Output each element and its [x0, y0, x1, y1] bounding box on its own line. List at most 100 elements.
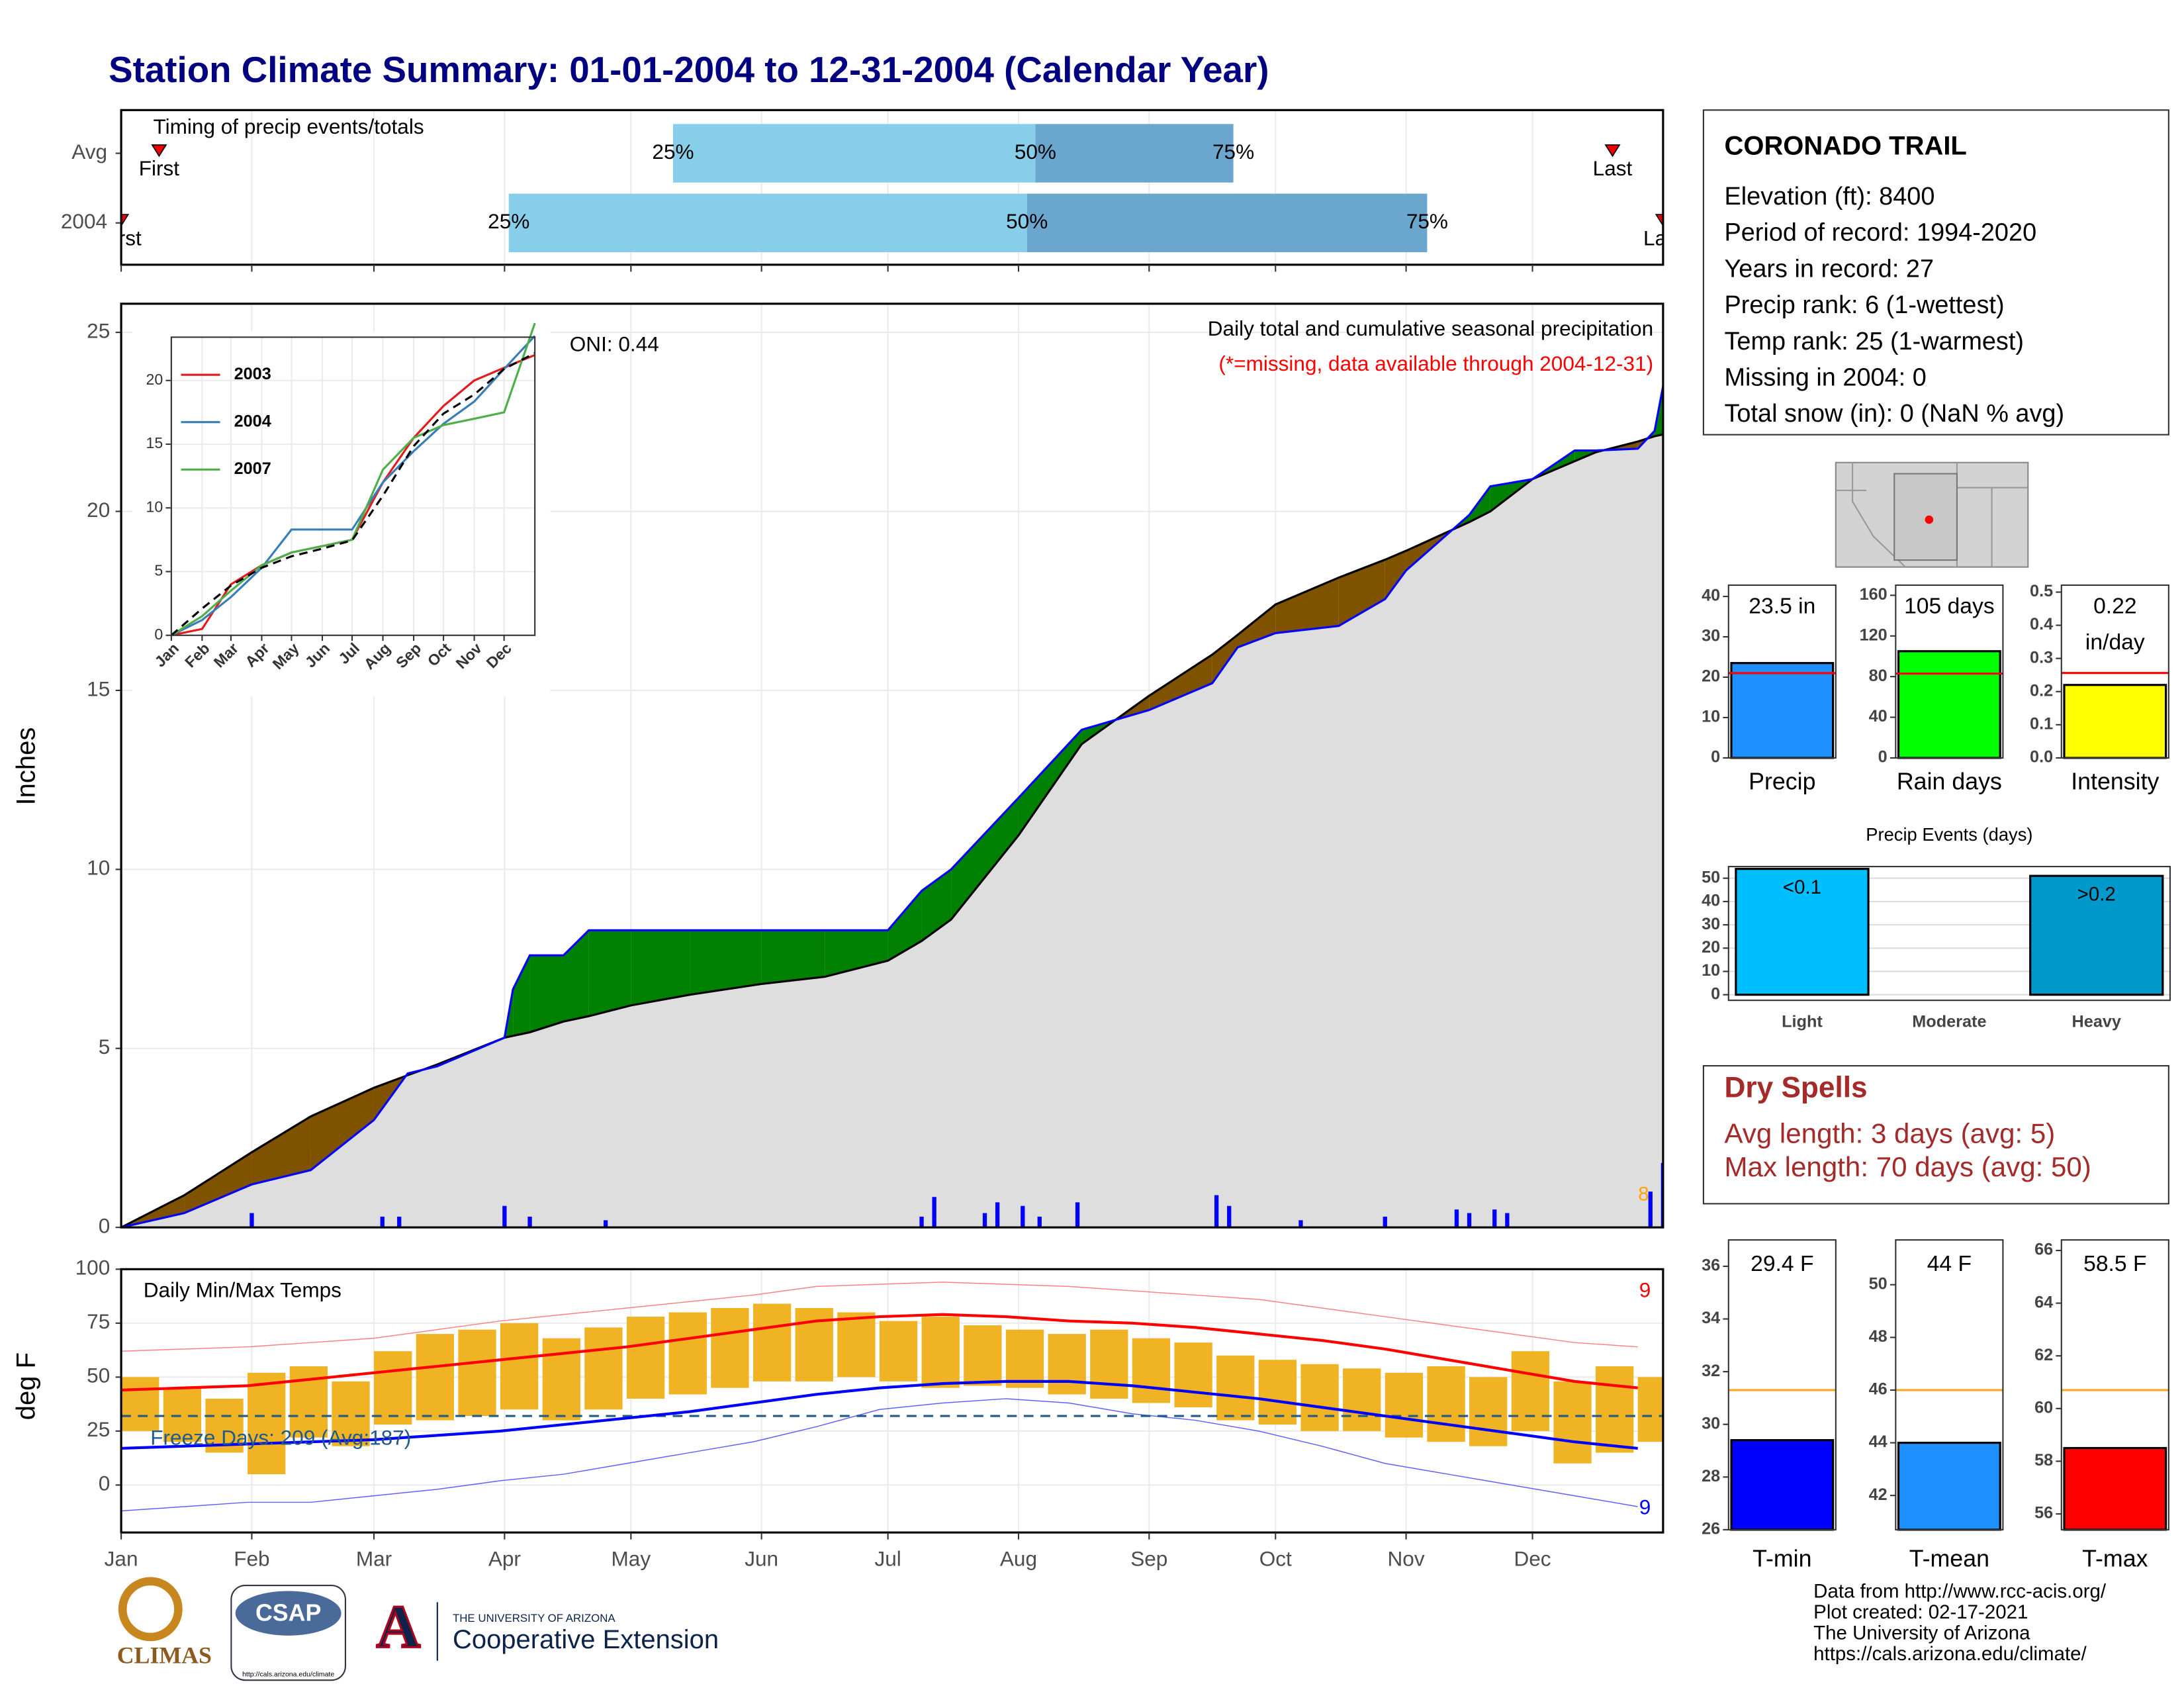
- dry-frame: [1702, 1064, 2169, 1205]
- temp-plot: Daily Min/Max Temps Freeze Days: 209 (Avg…: [121, 1278, 1663, 1519]
- y-tick-label: 160: [1860, 585, 1888, 604]
- quantile-label: 25%: [652, 140, 694, 164]
- normal-line: [121, 433, 1663, 1228]
- daily-bar: [1454, 1209, 1459, 1228]
- station-dot: [1925, 515, 1934, 524]
- record-high-count: 9: [1639, 1278, 1651, 1301]
- end-label: Last: [1643, 226, 1683, 250]
- category-label: Precip: [1749, 768, 1815, 794]
- value-label: 23.5 in: [1749, 594, 1815, 619]
- climas-logo: CLIMAS: [117, 1642, 212, 1669]
- dry-spells-box: Dry Spells: [1702, 1064, 2169, 1205]
- y-tick-label: 40: [1702, 586, 1720, 605]
- y-tick-label: 46: [1869, 1380, 1888, 1399]
- page-title: Station Climate Summary: 01-01-2004 to 1…: [109, 49, 1269, 90]
- daily-bar: [919, 1216, 924, 1228]
- daily-bar: [932, 1197, 936, 1228]
- daily-bar: [982, 1213, 987, 1228]
- temp-range-bar: [1511, 1351, 1550, 1431]
- temp-range-bar: [1553, 1381, 1592, 1464]
- quantile-bar: [672, 124, 1036, 183]
- y-tick-label: 50: [1869, 1274, 1888, 1293]
- y-tick-label: 20: [146, 371, 163, 388]
- panel-title: Timing of precip events/totals: [154, 115, 424, 138]
- x-tick-label: Jun: [745, 1547, 778, 1571]
- station-line: Missing in 2004: 0: [1724, 363, 1926, 391]
- y-axis-label: deg F: [12, 1352, 41, 1420]
- footer-line: https://cals.arizona.edu/climate/: [1813, 1643, 2087, 1665]
- dry-title: Dry Spells: [1724, 1072, 1867, 1104]
- temp-range-bar: [626, 1317, 665, 1399]
- difference-fill: [588, 930, 631, 1017]
- ua-name: THE UNIVERSITY OF ARIZONA: [453, 1612, 615, 1624]
- value-label: <0.1: [1783, 876, 1821, 898]
- end-marker: [121, 214, 130, 227]
- panel-frame: [1895, 584, 2004, 759]
- normal-temp-line: [121, 1380, 1638, 1450]
- daily-bar: [1037, 1216, 1042, 1228]
- difference-fill: [184, 1152, 252, 1213]
- y-tick-label: 0.0: [2030, 748, 2053, 767]
- temp-range-bar: [1174, 1342, 1212, 1407]
- panel-frame: [1895, 1239, 2004, 1530]
- chart-subtitle: (*=missing, data available through 2004-…: [1218, 352, 1653, 375]
- footer-line: Plot created: 02-17-2021: [1813, 1601, 2028, 1623]
- y-tick-label: 0.2: [2030, 681, 2053, 700]
- y-tick-label: 0.1: [2030, 715, 2053, 733]
- station-line: Period of record: 1994-2020: [1724, 219, 2036, 247]
- end-label: First: [101, 226, 142, 250]
- map-state: [1893, 473, 1958, 561]
- text-blocks: Elevation (ft): 8400 Period of record: 19…: [1724, 183, 2106, 1665]
- inset-line: [171, 322, 536, 637]
- temp-range-bar: [1132, 1338, 1171, 1403]
- category-label: Intensity: [2071, 768, 2159, 794]
- oni-label: ONI: 0.44: [570, 332, 659, 355]
- difference-fill: [563, 930, 589, 1022]
- y-tick-label: 30: [1702, 915, 1720, 933]
- csap-url: http://cals.arizona.edu/climate: [242, 1671, 334, 1679]
- quantile-label: 50%: [1006, 209, 1048, 233]
- y-tick-label: 48: [1869, 1327, 1888, 1346]
- x-tick-label: Mar: [356, 1547, 392, 1571]
- end-label: First: [139, 156, 180, 180]
- difference-fill: [1338, 559, 1385, 626]
- marker-count: 8: [1638, 1184, 1649, 1205]
- end-label: Last: [1593, 156, 1633, 180]
- y-tick-label: 0.3: [2030, 648, 2053, 667]
- daily-bar: [1467, 1213, 1472, 1228]
- footer-line: The University of Arizona: [1813, 1622, 2030, 1644]
- bar: [1730, 1438, 1835, 1531]
- panel-frame: [2060, 1239, 2169, 1530]
- y-tick-label: 0.5: [2030, 582, 2053, 600]
- y-tick-label: 0: [1878, 748, 1888, 767]
- difference-fill: [1018, 729, 1082, 835]
- x-tick-label: Sep: [1130, 1547, 1167, 1571]
- y-tick-label: 0: [154, 626, 163, 643]
- y-tick-label: 32: [1702, 1362, 1720, 1380]
- temp-range-bar: [500, 1323, 539, 1410]
- quantile-label: 75%: [1212, 140, 1254, 164]
- record-line: [121, 1398, 1638, 1512]
- climas-icon: [118, 1577, 183, 1642]
- difference-fill: [690, 930, 762, 995]
- inset-line: [170, 352, 535, 636]
- temp-range-bar: [711, 1308, 749, 1388]
- temp-range-bar: [1258, 1360, 1297, 1425]
- daily-bar: [995, 1202, 1000, 1228]
- difference-fill: [631, 930, 690, 1006]
- y-tick-label: 30: [1702, 1414, 1720, 1432]
- record-line: [121, 1282, 1638, 1352]
- bar: [2063, 684, 2167, 759]
- temp-range-bar: [1300, 1364, 1339, 1431]
- end-marker: [1604, 144, 1621, 158]
- normal-temp-line: [121, 1313, 1638, 1392]
- bar: [1735, 868, 1870, 996]
- bar: [1897, 1441, 2001, 1531]
- panel-frame: [120, 109, 1664, 266]
- y-tick-label: 34: [1702, 1309, 1720, 1327]
- footer-line: Data from http://www.rcc-acis.org/: [1813, 1580, 2107, 1602]
- daily-bar: [1505, 1213, 1510, 1228]
- logos: CLIMAS CSAP http://cals.arizona.edu/clim…: [117, 1577, 719, 1681]
- quantile-bar: [508, 193, 1027, 252]
- daily-bar: [1214, 1195, 1219, 1228]
